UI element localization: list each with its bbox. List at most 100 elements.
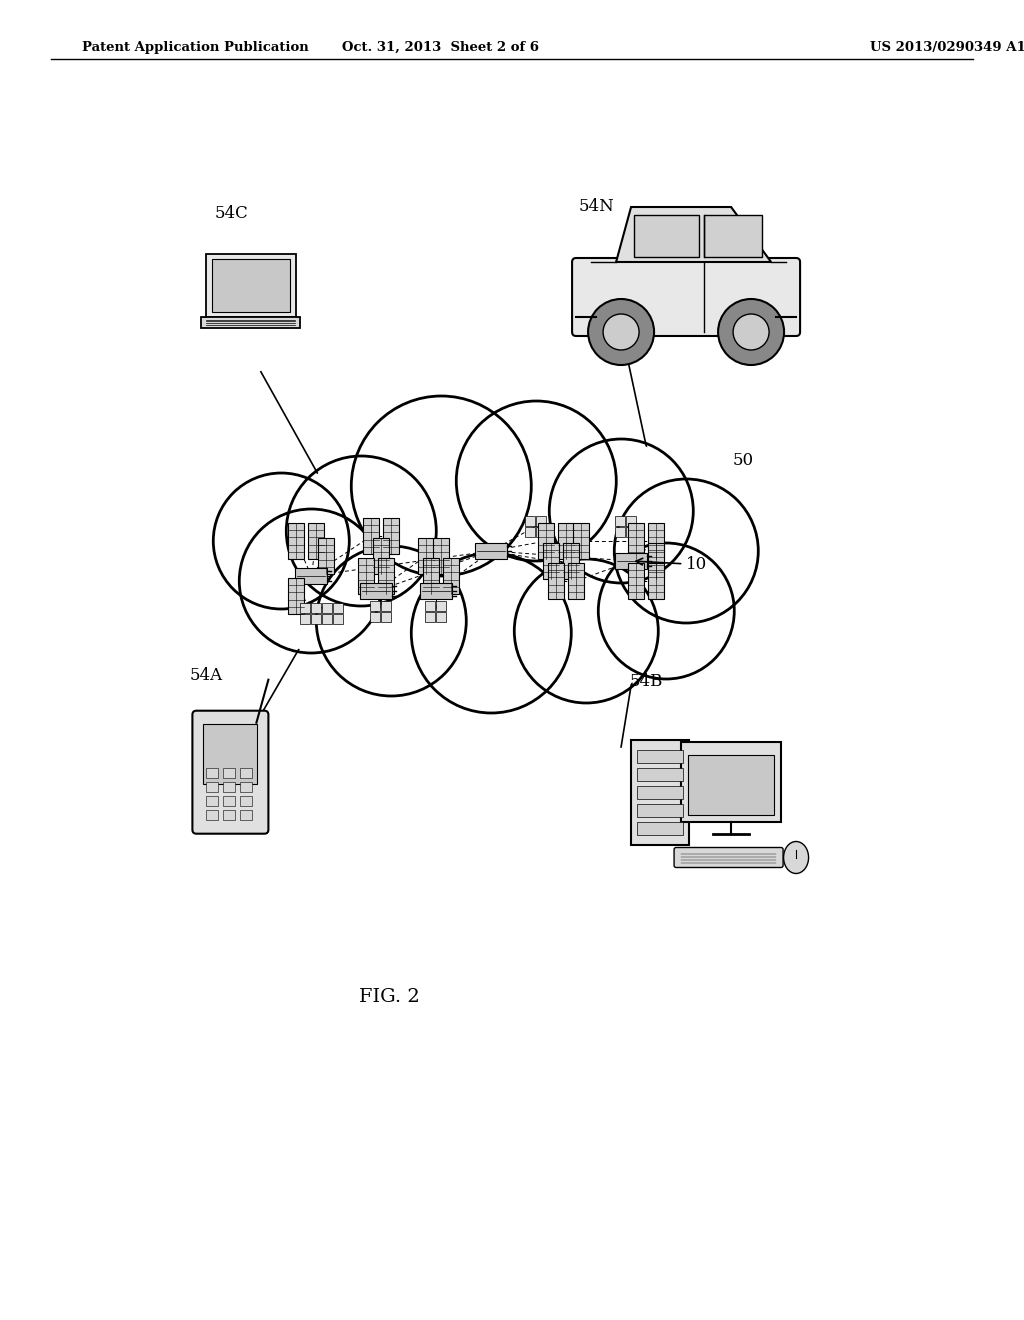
Bar: [308, 523, 325, 558]
Bar: [548, 564, 564, 599]
Text: Oct. 31, 2013  Sheet 2 of 6: Oct. 31, 2013 Sheet 2 of 6: [342, 41, 539, 54]
Bar: [573, 523, 589, 558]
Bar: [537, 516, 546, 525]
Ellipse shape: [783, 842, 809, 874]
FancyBboxPatch shape: [674, 847, 783, 867]
Circle shape: [598, 543, 734, 678]
Circle shape: [614, 479, 759, 623]
Polygon shape: [616, 207, 771, 261]
Bar: [289, 523, 304, 558]
Ellipse shape: [296, 486, 667, 636]
Circle shape: [552, 442, 690, 579]
Bar: [300, 614, 310, 624]
Bar: [333, 603, 343, 612]
Bar: [371, 612, 380, 622]
Bar: [537, 527, 546, 537]
Bar: [364, 517, 379, 554]
Text: 54N: 54N: [579, 198, 614, 215]
Bar: [241, 796, 252, 805]
Circle shape: [213, 473, 349, 609]
Circle shape: [319, 549, 463, 693]
Bar: [637, 804, 683, 817]
Bar: [615, 516, 626, 525]
Text: 54A: 54A: [189, 667, 222, 684]
Text: Patent Application Publication: Patent Application Publication: [82, 41, 308, 54]
FancyBboxPatch shape: [202, 317, 300, 329]
Text: FIG. 2: FIG. 2: [358, 987, 420, 1006]
Bar: [207, 768, 218, 777]
Bar: [436, 601, 446, 611]
Circle shape: [733, 314, 769, 350]
Bar: [207, 781, 218, 792]
Circle shape: [549, 440, 693, 583]
Bar: [212, 259, 290, 312]
Bar: [425, 612, 435, 622]
Bar: [634, 215, 699, 257]
Bar: [627, 516, 636, 525]
Circle shape: [289, 459, 433, 603]
Bar: [539, 523, 554, 558]
Circle shape: [517, 562, 655, 700]
Bar: [648, 523, 665, 558]
Bar: [425, 601, 435, 611]
Bar: [333, 614, 343, 624]
Bar: [705, 215, 762, 257]
Bar: [206, 253, 296, 317]
Bar: [207, 809, 218, 820]
Bar: [433, 539, 450, 574]
Bar: [558, 523, 574, 558]
Circle shape: [603, 314, 639, 350]
Circle shape: [601, 546, 731, 676]
Bar: [311, 614, 322, 624]
Bar: [637, 785, 683, 799]
Circle shape: [588, 300, 654, 366]
Bar: [615, 553, 647, 569]
Bar: [681, 742, 781, 822]
Bar: [525, 516, 536, 525]
Bar: [374, 539, 389, 574]
Text: 50: 50: [732, 451, 754, 469]
Bar: [223, 809, 236, 820]
Bar: [688, 755, 774, 814]
Bar: [323, 614, 332, 624]
Circle shape: [514, 558, 658, 704]
Bar: [378, 558, 394, 594]
Ellipse shape: [291, 480, 672, 642]
Circle shape: [316, 546, 466, 696]
Bar: [223, 768, 236, 777]
Bar: [289, 578, 304, 614]
Bar: [418, 539, 434, 574]
Bar: [637, 767, 683, 780]
Circle shape: [354, 399, 528, 573]
Bar: [295, 568, 328, 583]
Bar: [204, 723, 257, 784]
Bar: [420, 583, 453, 599]
Circle shape: [243, 512, 380, 649]
Bar: [223, 781, 236, 792]
Bar: [615, 527, 626, 537]
Bar: [358, 558, 375, 594]
Text: US 2013/0290349 A1: US 2013/0290349 A1: [870, 41, 1024, 54]
Bar: [563, 543, 580, 579]
Bar: [360, 583, 392, 599]
Bar: [223, 796, 236, 805]
Bar: [629, 564, 644, 599]
Circle shape: [718, 300, 784, 366]
Bar: [436, 612, 446, 622]
Bar: [207, 796, 218, 805]
Circle shape: [351, 396, 531, 576]
Bar: [631, 739, 689, 845]
Bar: [629, 523, 644, 558]
Bar: [568, 564, 585, 599]
Bar: [648, 564, 665, 599]
Bar: [423, 558, 439, 594]
Bar: [300, 603, 310, 612]
Bar: [443, 558, 460, 594]
Text: 54B: 54B: [630, 673, 664, 690]
Circle shape: [412, 553, 571, 713]
Bar: [525, 527, 536, 537]
FancyBboxPatch shape: [193, 710, 268, 834]
Circle shape: [287, 455, 436, 606]
Bar: [475, 543, 507, 558]
Bar: [241, 809, 252, 820]
